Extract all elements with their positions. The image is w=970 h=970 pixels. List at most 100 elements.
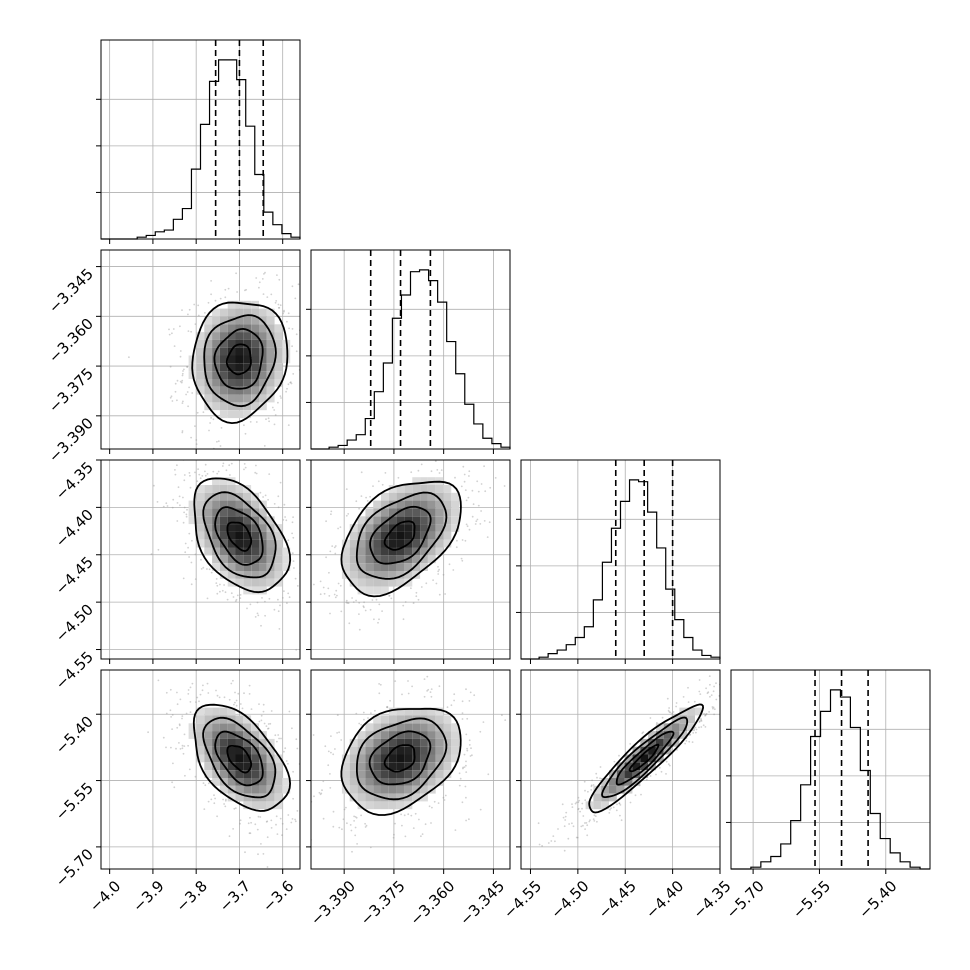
- sample-point: [346, 822, 348, 825]
- sample-point: [181, 744, 184, 747]
- density-cell: [219, 524, 228, 532]
- density-cell: [388, 563, 397, 571]
- density-cell: [243, 363, 252, 372]
- sample-point: [571, 806, 574, 808]
- sample-point: [259, 816, 262, 818]
- sample-point: [285, 519, 288, 522]
- sample-point: [270, 827, 273, 829]
- density-cell: [695, 707, 703, 716]
- density-cell: [373, 778, 381, 786]
- sample-point: [334, 748, 336, 750]
- sample-point: [671, 712, 673, 715]
- sample-point: [442, 796, 445, 799]
- sample-point: [279, 604, 281, 607]
- sample-point: [418, 818, 420, 821]
- sample-point: [236, 594, 239, 597]
- density-cell: [243, 339, 252, 348]
- sample-point: [354, 834, 357, 837]
- sample-point: [618, 802, 621, 805]
- sample-point: [207, 301, 210, 304]
- sample-point: [176, 464, 178, 467]
- density-cell: [412, 746, 421, 755]
- sample-point: [369, 495, 371, 498]
- contour-level-0: [226, 745, 253, 774]
- sample-point: [321, 789, 323, 792]
- sample-point: [365, 824, 368, 827]
- density-cell: [427, 707, 436, 716]
- density-cell: [274, 555, 283, 564]
- sample-point: [415, 591, 418, 594]
- sample-point: [194, 775, 197, 778]
- sample-point: [200, 558, 202, 561]
- density-cell: [235, 300, 244, 309]
- density-cell: [259, 508, 267, 517]
- density-cell: [365, 578, 374, 587]
- sample-point: [279, 481, 282, 484]
- density-cell: [219, 539, 228, 548]
- density-cell: [443, 539, 452, 548]
- sample-point: [308, 596, 310, 598]
- sample-point: [466, 525, 469, 528]
- density-cell: [212, 355, 220, 364]
- density-cell: [396, 746, 405, 755]
- density-cell: [251, 578, 259, 587]
- sample-point: [294, 574, 296, 576]
- density-cell: [427, 516, 436, 525]
- density-cell: [451, 723, 460, 732]
- density-cell: [663, 731, 672, 739]
- sample-point: [472, 503, 475, 506]
- density-cell: [381, 563, 389, 571]
- sample-point: [364, 609, 367, 612]
- density-cell: [274, 339, 283, 348]
- sample-point: [210, 798, 213, 801]
- sample-point: [689, 734, 691, 736]
- density-cell: [251, 723, 259, 732]
- histogram-panel-3: −5.70 −5.55 −5.40: [723, 669, 931, 922]
- sample-point: [297, 283, 300, 286]
- sample-point: [176, 726, 179, 729]
- density-cell: [259, 563, 267, 571]
- density-cell: [235, 500, 244, 509]
- sample-point: [277, 303, 280, 306]
- density-cell: [357, 738, 366, 747]
- sample-point: [463, 753, 466, 756]
- density-cell: [274, 778, 283, 786]
- x-tick-label: −4.0: [86, 877, 124, 915]
- sample-point: [461, 539, 464, 541]
- sample-point: [402, 618, 405, 621]
- sample-point: [199, 693, 202, 696]
- sample-point: [219, 297, 222, 300]
- sample-point: [563, 849, 566, 852]
- density-cell: [420, 785, 428, 794]
- x-tick-label: −3.9: [129, 877, 167, 915]
- sample-point: [463, 473, 466, 476]
- density-cell: [266, 386, 275, 395]
- density-cell: [435, 539, 444, 548]
- density-cell: [381, 770, 389, 778]
- density-cell: [251, 539, 259, 548]
- density-cell: [227, 492, 236, 501]
- density-cell: [388, 762, 397, 771]
- sample-point: [363, 718, 365, 721]
- density-cell: [427, 778, 436, 786]
- sample-point: [584, 822, 586, 824]
- density-cell: [243, 547, 252, 556]
- sample-point: [224, 296, 227, 299]
- sample-point: [220, 427, 223, 429]
- density-cell: [196, 516, 205, 525]
- sample-point: [465, 764, 467, 767]
- density-cell: [388, 723, 397, 732]
- density-cell: [388, 738, 397, 747]
- sample-point: [178, 724, 181, 727]
- sample-point: [479, 730, 482, 733]
- sample-point: [291, 532, 293, 535]
- histogram-panel-2: [516, 459, 721, 664]
- density-cell: [435, 754, 444, 763]
- sample-point: [273, 608, 276, 611]
- sample-point: [317, 577, 319, 579]
- density-cell: [341, 762, 350, 771]
- density-cell: [396, 762, 405, 771]
- panel-frame: [520, 669, 721, 870]
- sample-point: [270, 293, 273, 296]
- sample-point: [482, 721, 485, 723]
